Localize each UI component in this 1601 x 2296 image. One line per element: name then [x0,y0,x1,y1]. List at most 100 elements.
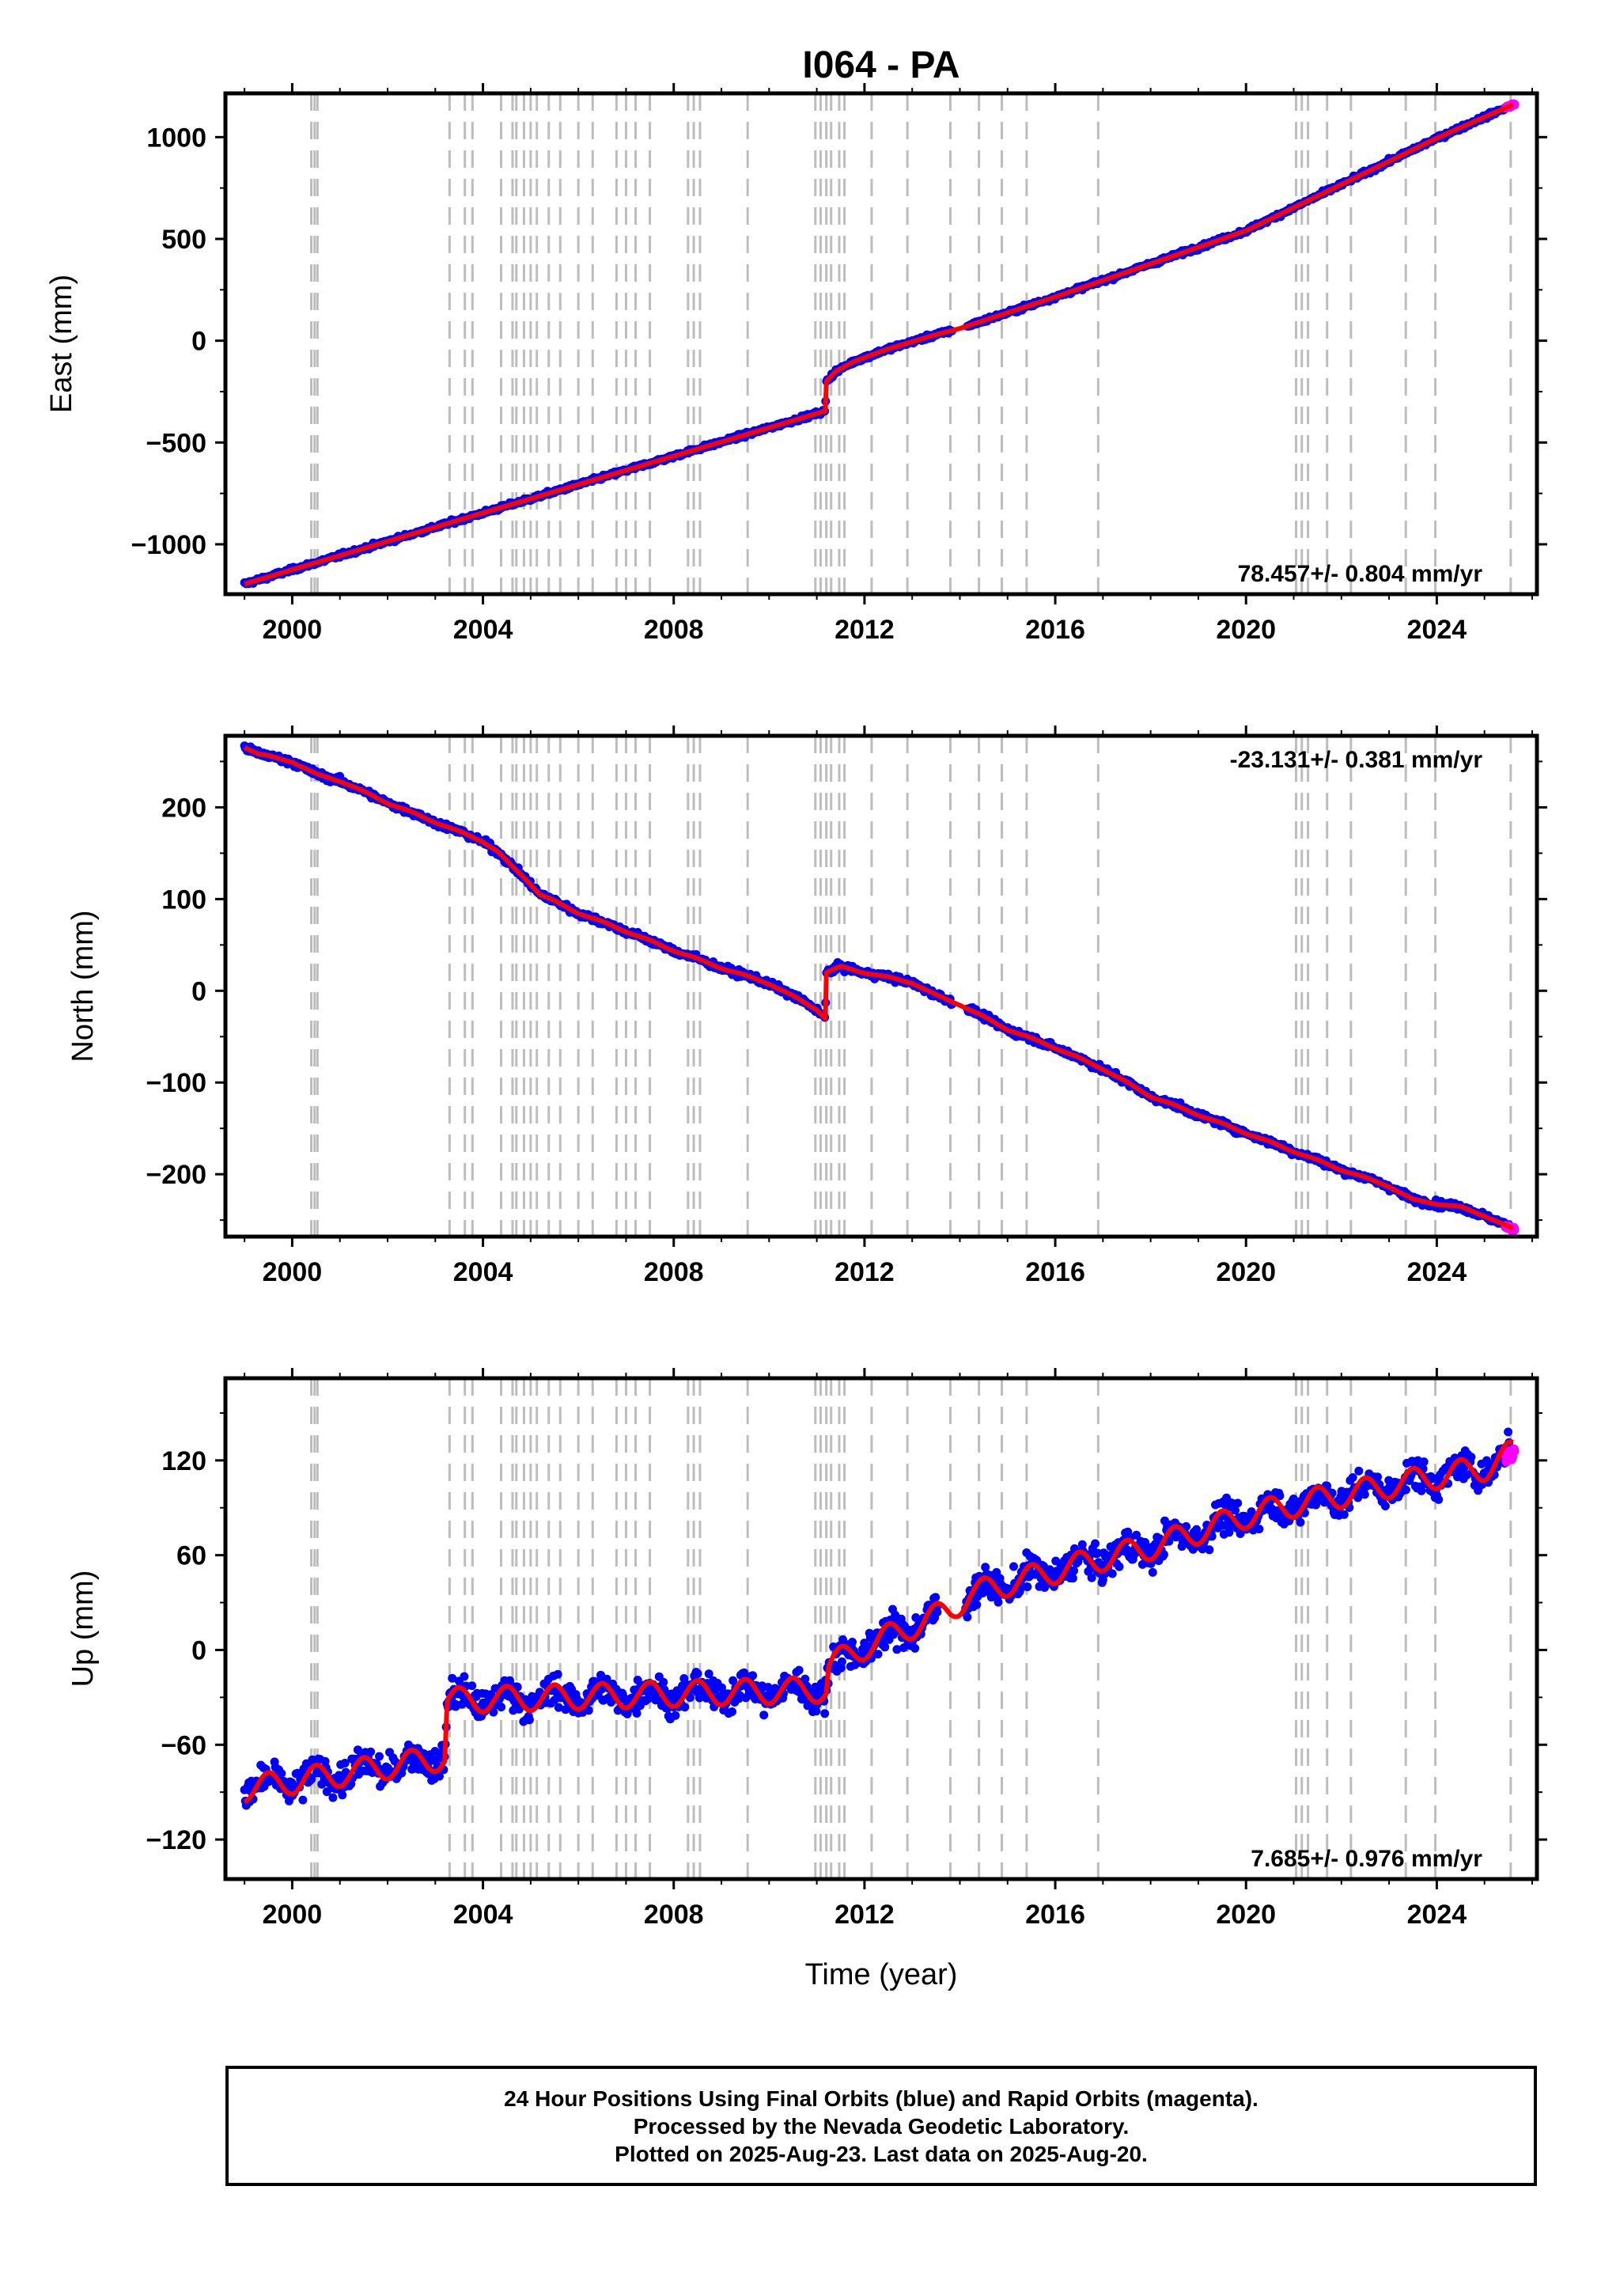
final-orbit-point [671,1711,680,1720]
y-tick-label: 200 [161,793,206,823]
final-orbit-point [298,1795,308,1805]
x-tick-label: 2016 [1025,615,1085,645]
x-tick-label: 2024 [1407,1257,1467,1287]
y-tick-label: −100 [146,1068,206,1098]
final-orbit-point [366,1747,376,1756]
panel-east: 2000 2004 2008 2012 2016 2020 2024 1000 500 0 −500… [45,83,1547,645]
final-orbit-point [1467,1453,1476,1462]
final-orbit-point [1115,1562,1124,1571]
velocity-rate-label: 7.685+/- 0.976 mm/yr [1251,1846,1482,1872]
processing-notes-box: 24 Hour Positions Using Final Orbits (bl… [225,2066,1537,2186]
final-orbit-point [277,1769,286,1778]
final-orbit-points-east [240,100,1515,589]
final-orbit-point [880,1642,890,1652]
y-tick-label: 1000 [146,123,206,153]
notes-line-plotted: Plotted on 2025-Aug-23. Last data on 202… [615,2141,1148,2166]
final-orbit-point [1069,1566,1078,1575]
final-orbit-point [375,1752,384,1761]
final-orbit-point [837,1657,846,1666]
x-tick-label: 2008 [644,1900,704,1930]
x-tick-label: 2012 [835,1257,895,1287]
final-orbit-point [1233,1498,1243,1508]
final-orbit-point [632,1709,642,1718]
final-orbit-point [1148,1567,1157,1577]
final-orbit-point [728,1707,736,1716]
final-orbit-point [1091,1539,1100,1548]
final-orbit-point [794,1665,804,1675]
plot-area-east [240,93,1520,594]
final-orbit-points-north [240,741,1515,1233]
final-orbit-point [1380,1502,1390,1510]
final-orbit-point [1339,1510,1349,1519]
panel-north: 2000 2004 2008 2012 2016 2020 2024 200 100 0 −100 −… [66,726,1547,1287]
final-orbit-point [931,1593,941,1602]
x-tick-label: 2024 [1407,615,1467,645]
x-tick-label: 2012 [835,615,895,645]
final-orbit-point [1354,1466,1364,1476]
x-tick-label: 2008 [644,1257,704,1287]
notes-line-processed: Processed by the Nevada Geodetic Laborat… [633,2113,1130,2139]
final-orbit-point [1434,1495,1444,1504]
x-tick-label: 2004 [453,615,513,645]
final-orbit-point [1009,1562,1018,1571]
trend-line-east [243,102,1515,587]
x-tick-label: 2016 [1025,1257,1085,1287]
final-orbit-point [963,1612,972,1622]
final-orbit-point [659,1677,668,1687]
final-orbit-point [1373,1472,1383,1482]
x-tick-label: 2004 [453,1900,513,1930]
x-tick-label: 2024 [1407,1900,1467,1930]
y-tick-label: −120 [146,1825,206,1855]
y-axis-label: East (mm) [45,275,78,413]
final-orbit-point [497,1703,506,1712]
final-orbit-point [1348,1473,1357,1482]
y-tick-label: 500 [161,225,206,255]
y-tick-label: 0 [191,976,206,1006]
final-orbit-point [1107,1569,1117,1578]
final-orbit-point [1419,1457,1429,1467]
y-tick-label: −200 [146,1160,206,1190]
panel-frame [223,91,1539,597]
final-orbit-point [848,1638,857,1646]
y-tick-label: −500 [146,428,206,458]
y-axis-label: North (mm) [66,910,100,1062]
y-tick-label: 0 [191,327,206,357]
plot-area-north [240,736,1520,1237]
y-tick-label: 60 [176,1541,206,1571]
velocity-rate-label: -23.131+/- 0.381 mm/yr [1230,747,1483,773]
plot-area-up [240,1378,1520,1879]
y-tick-label: 120 [161,1446,206,1476]
final-orbit-point [460,1672,469,1681]
final-orbit-point [467,1681,477,1691]
final-orbit-point [553,1669,562,1679]
panel-up: 2000 2004 2008 2012 2016 2020 2024 120 60 0 −60 −12… [66,1368,1547,1930]
final-orbit-point [1205,1545,1214,1555]
final-orbit-point [1068,1574,1077,1583]
final-orbit-point [759,1711,769,1720]
final-orbit-point [680,1703,690,1712]
x-axis-label: Time (year) [805,1958,958,1991]
chart-title: I064 - PA [802,44,959,86]
final-orbit-point [910,1643,920,1653]
x-tick-label: 2020 [1216,1257,1276,1287]
y-tick-label: 0 [191,1635,206,1665]
x-tick-label: 2016 [1025,1900,1085,1930]
x-tick-label: 2020 [1216,615,1276,645]
panels: 2000 2004 2008 2012 2016 2020 202410005000−500… [45,83,1547,1930]
final-orbit-point [873,1650,883,1659]
final-orbit-point [693,1669,702,1678]
final-orbit-point [328,1793,338,1802]
final-orbit-point [1255,1525,1264,1534]
x-tick-label: 2000 [263,1900,323,1930]
notes-line-orbits: 24 Hour Positions Using Final Orbits (bl… [504,2086,1258,2111]
y-tick-label: −60 [161,1730,206,1760]
final-orbit-point [1360,1490,1369,1499]
y-tick-label: −1000 [131,530,207,560]
velocity-rate-label: 78.457+/- 0.804 mm/yr [1238,561,1483,587]
x-tick-label: 2012 [835,1900,895,1930]
x-tick-label: 2020 [1216,1900,1276,1930]
final-orbit-point [972,1600,982,1609]
x-tick-label: 2004 [453,1257,513,1287]
final-orbit-point [338,1790,347,1800]
